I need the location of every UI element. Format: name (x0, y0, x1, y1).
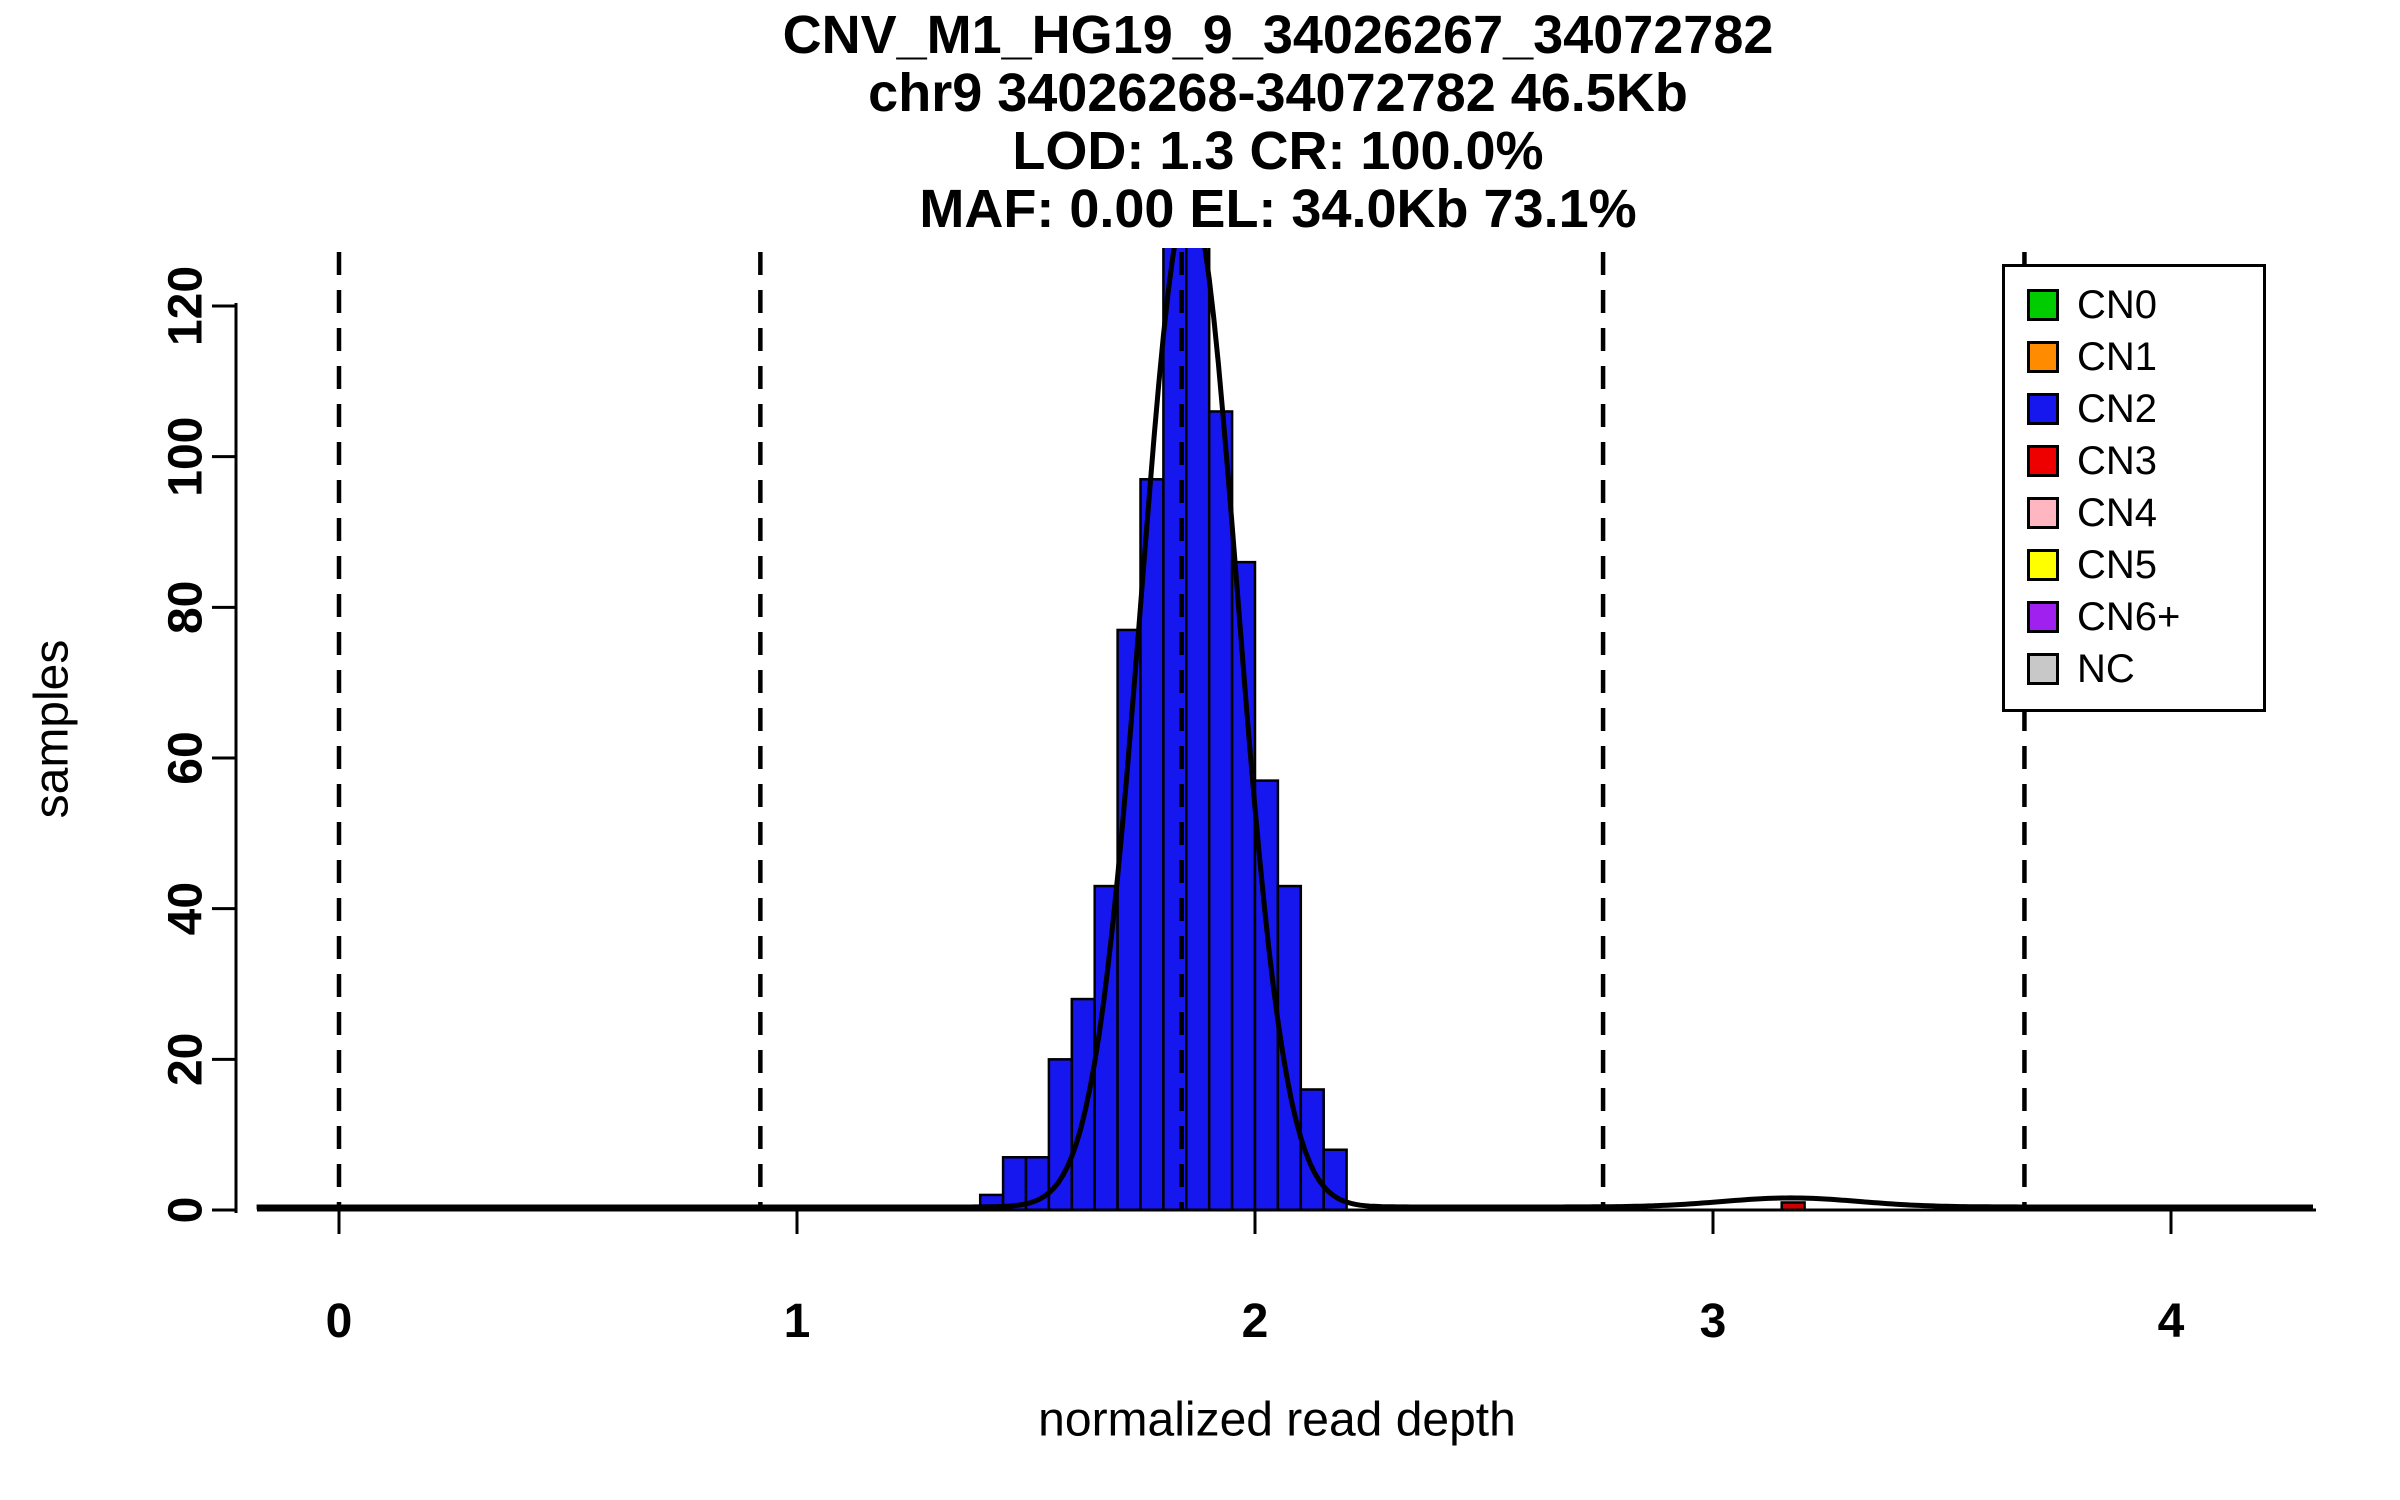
legend-label-cn0: CN0 (2077, 282, 2158, 327)
legend-swatch-cn1 (2027, 341, 2059, 373)
legend-box: CN0 CN1 CN2 CN3 CN4 CN5 CN6+ NC (2002, 264, 2266, 712)
plot-title-block: CNV_M1_HG19_9_34026267_34072782 chr9 340… (236, 6, 2320, 238)
legend-swatch-cn4 (2027, 497, 2059, 529)
x-tick-label: 0 (326, 1295, 353, 1348)
legend-swatch-cn0 (2027, 289, 2059, 321)
y-axis-title: samples (25, 639, 79, 819)
legend-label-cn1: CN1 (2077, 334, 2158, 379)
y-tick-label: 100 (160, 417, 213, 497)
histogram-bar-cn2 (1207, 410, 1234, 1212)
y-tick-label: 120 (160, 266, 213, 346)
legend-item-cn6plus: CN6+ (2005, 591, 2263, 643)
plot-title-line-2: chr9 34026268-34072782 46.5Kb (868, 63, 1688, 123)
y-tick-label: 60 (160, 731, 213, 784)
plot-title-line-4: MAF: 0.00 EL: 34.0Kb 73.1% (919, 179, 1637, 239)
plot-title-line-3: LOD: 1.3 CR: 100.0% (1012, 121, 1544, 181)
y-tick-label: 20 (160, 1033, 213, 1086)
legend-label-cn3: CN3 (2077, 438, 2158, 483)
x-tick-label: 3 (1700, 1295, 1727, 1348)
legend-label-cn5: CN5 (2077, 542, 2158, 587)
legend-swatch-cn6plus (2027, 601, 2059, 633)
legend-item-cn4: CN4 (2005, 487, 2263, 539)
histogram-bar-cn2 (1070, 997, 1096, 1212)
x-axis-title: normalized read depth (1038, 1393, 1516, 1447)
legend-swatch-cn2 (2027, 393, 2059, 425)
legend-swatch-cn3 (2027, 445, 2059, 477)
legend-item-nc: NC (2005, 643, 2263, 695)
density-curve (256, 247, 2313, 1210)
legend-item-cn0: CN0 (2005, 279, 2263, 331)
y-tick-label: 40 (160, 882, 213, 935)
x-tick-label: 1 (784, 1295, 811, 1348)
legend-label-cn2: CN2 (2077, 386, 2158, 431)
legend-item-cn2: CN2 (2005, 383, 2263, 435)
legend-item-cn5: CN5 (2005, 539, 2263, 591)
legend-swatch-cn5 (2027, 549, 2059, 581)
plot-area (256, 247, 2313, 1212)
histogram-bar-cn2 (1116, 628, 1142, 1212)
y-tick-label: 0 (160, 1197, 213, 1224)
legend-label-cn4: CN4 (2077, 490, 2158, 535)
x-tick-label: 4 (2158, 1295, 2185, 1348)
legend-label-cn6plus: CN6+ (2077, 594, 2181, 639)
legend-item-cn3: CN3 (2005, 435, 2263, 487)
plot-title-line-1: CNV_M1_HG19_9_34026267_34072782 (782, 5, 1774, 65)
legend-item-cn1: CN1 (2005, 331, 2263, 383)
x-tick-label: 2 (1242, 1295, 1269, 1348)
legend-swatch-nc (2027, 653, 2059, 685)
y-tick-label: 80 (160, 581, 213, 634)
legend-label-nc: NC (2077, 646, 2135, 691)
histogram-bar-cn2 (1185, 247, 1211, 1212)
